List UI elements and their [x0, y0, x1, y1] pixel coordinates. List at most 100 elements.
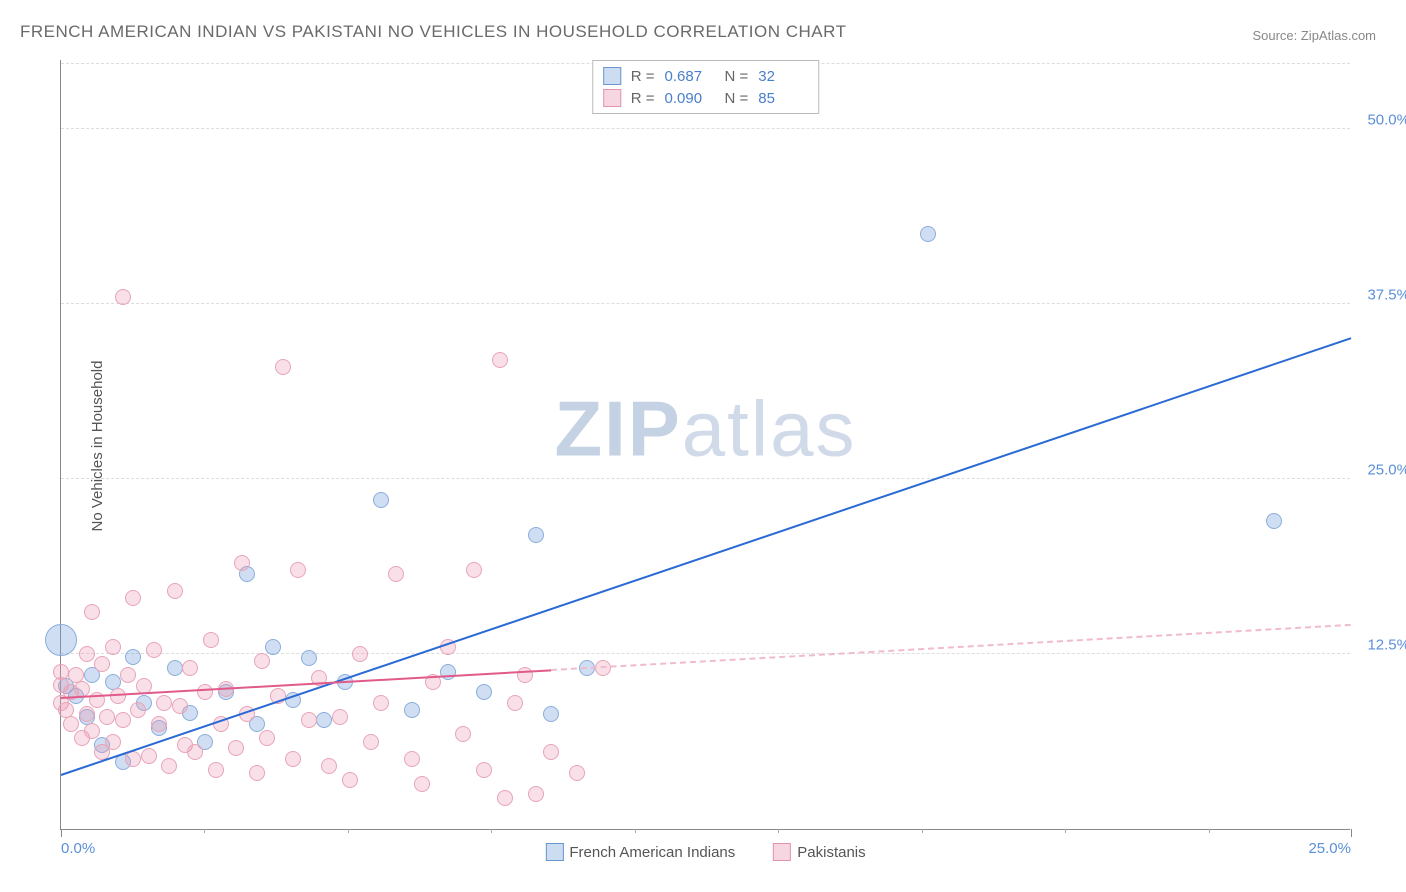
regression-line	[61, 337, 1352, 776]
xtick-minor	[922, 829, 923, 833]
scatter-point	[440, 664, 456, 680]
scatter-point	[79, 646, 95, 662]
scatter-point	[517, 667, 533, 683]
scatter-point	[130, 702, 146, 718]
stat-value-n: 85	[758, 90, 808, 107]
scatter-point	[920, 226, 936, 242]
legend-swatch	[773, 843, 791, 861]
scatter-point	[249, 765, 265, 781]
scatter-point	[167, 660, 183, 676]
stat-label-r: R =	[631, 68, 655, 85]
scatter-point	[497, 790, 513, 806]
scatter-point	[172, 698, 188, 714]
series-legend-label: Pakistanis	[797, 844, 865, 861]
scatter-point	[528, 786, 544, 802]
xtick-label: 0.0%	[61, 840, 95, 857]
stats-legend-row: R =0.687N =32	[603, 65, 809, 87]
scatter-point	[84, 604, 100, 620]
gridline-h	[61, 128, 1350, 129]
scatter-point	[187, 744, 203, 760]
scatter-point	[259, 730, 275, 746]
gridline-h	[61, 478, 1350, 479]
gridline-h	[61, 303, 1350, 304]
scatter-point	[265, 639, 281, 655]
stats-legend: R =0.687N =32R =0.090N =85	[592, 60, 820, 114]
scatter-point	[228, 740, 244, 756]
scatter-point	[507, 695, 523, 711]
ytick-label: 37.5%	[1355, 287, 1406, 304]
legend-swatch	[603, 89, 621, 107]
scatter-point	[234, 555, 250, 571]
scatter-point	[197, 684, 213, 700]
scatter-point	[332, 709, 348, 725]
watermark-bold: ZIP	[554, 385, 681, 473]
scatter-point	[373, 492, 389, 508]
scatter-point	[528, 527, 544, 543]
scatter-point	[79, 706, 95, 722]
scatter-point	[476, 762, 492, 778]
scatter-point	[254, 653, 270, 669]
scatter-point	[569, 765, 585, 781]
regression-line	[551, 624, 1351, 671]
series-legend: French American Indians Pakistanis	[541, 843, 869, 861]
scatter-point	[208, 762, 224, 778]
scatter-point	[466, 562, 482, 578]
scatter-point	[543, 744, 559, 760]
chart-title: FRENCH AMERICAN INDIAN VS PAKISTANI NO V…	[20, 22, 846, 42]
scatter-point	[492, 352, 508, 368]
scatter-point	[388, 566, 404, 582]
series-legend-label: French American Indians	[569, 844, 735, 861]
scatter-point	[404, 751, 420, 767]
scatter-point	[455, 726, 471, 742]
scatter-point	[167, 583, 183, 599]
scatter-point	[63, 716, 79, 732]
scatter-point	[203, 632, 219, 648]
xtick-minor	[778, 829, 779, 833]
xtick-major	[1351, 829, 1352, 837]
scatter-point	[115, 712, 131, 728]
scatter-point	[156, 695, 172, 711]
xtick-minor	[204, 829, 205, 833]
scatter-point	[321, 758, 337, 774]
xtick-label: 25.0%	[1308, 840, 1351, 857]
scatter-point	[161, 758, 177, 774]
watermark-text: ZIPatlas	[554, 384, 856, 475]
scatter-point	[53, 664, 69, 680]
stat-value-r: 0.090	[665, 90, 715, 107]
scatter-point	[342, 772, 358, 788]
scatter-point	[476, 684, 492, 700]
scatter-point	[290, 562, 306, 578]
scatter-point	[125, 649, 141, 665]
chart-plot-area: ZIPatlas 12.5%25.0%37.5%50.0%0.0%25.0%R …	[60, 60, 1350, 830]
scatter-point	[146, 642, 162, 658]
scatter-point	[125, 590, 141, 606]
stat-value-r: 0.687	[665, 68, 715, 85]
xtick-minor	[1209, 829, 1210, 833]
scatter-point	[275, 359, 291, 375]
xtick-minor	[1065, 829, 1066, 833]
scatter-point	[414, 776, 430, 792]
series-legend-item: French American Indians	[541, 843, 739, 861]
xtick-minor	[348, 829, 349, 833]
scatter-point	[182, 660, 198, 676]
xtick-minor	[635, 829, 636, 833]
stat-label-n: N =	[725, 68, 749, 85]
ytick-label: 25.0%	[1355, 462, 1406, 479]
scatter-point	[99, 709, 115, 725]
legend-swatch	[545, 843, 563, 861]
scatter-point	[120, 667, 136, 683]
scatter-point	[316, 712, 332, 728]
scatter-point	[301, 712, 317, 728]
legend-swatch	[603, 67, 621, 85]
xtick-minor	[491, 829, 492, 833]
stats-legend-row: R =0.090N =85	[603, 87, 809, 109]
scatter-point	[141, 748, 157, 764]
scatter-point	[373, 695, 389, 711]
ytick-label: 50.0%	[1355, 112, 1406, 129]
xtick-major	[61, 829, 62, 837]
scatter-point	[301, 650, 317, 666]
scatter-point	[94, 656, 110, 672]
scatter-point	[115, 289, 131, 305]
ytick-label: 12.5%	[1355, 637, 1406, 654]
scatter-point	[285, 751, 301, 767]
